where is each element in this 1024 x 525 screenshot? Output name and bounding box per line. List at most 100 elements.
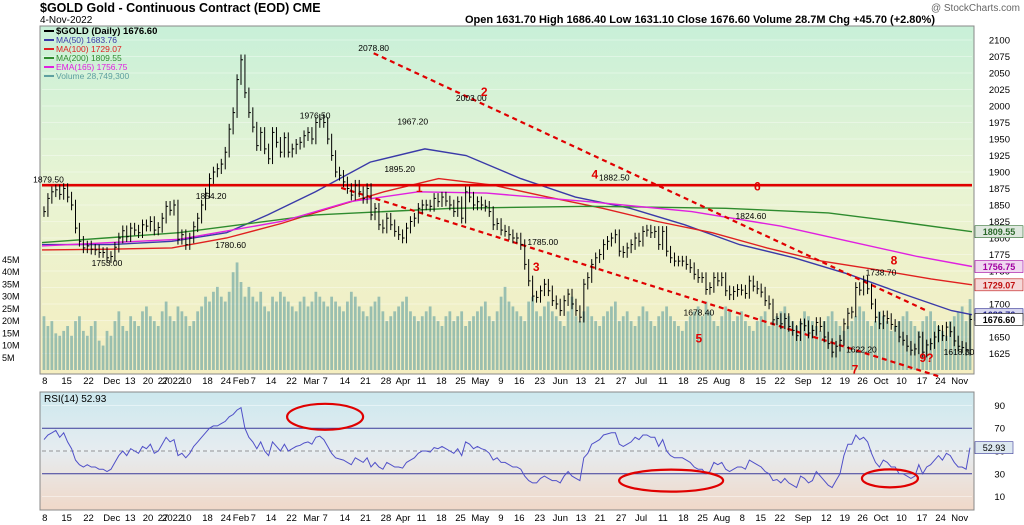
- rsi-title: RSI(14) 52.93: [44, 394, 107, 405]
- x-tick-label: 22: [775, 513, 786, 524]
- x-tick-label: 22: [775, 376, 786, 387]
- volume-bar: [491, 321, 495, 370]
- volume-bar: [665, 306, 668, 370]
- x-tick-label: 15: [755, 376, 766, 387]
- x-tick-label: 21: [595, 376, 606, 387]
- volume-tick-label: 25M: [2, 304, 20, 314]
- volume-bar: [66, 326, 69, 370]
- x-tick-label: 24: [221, 376, 232, 387]
- rsi-tick-label: 10: [994, 492, 1005, 503]
- x-tick-label: 26: [857, 376, 868, 387]
- x-tick-label: 9: [498, 513, 503, 524]
- volume-bar: [322, 301, 326, 370]
- price-tick-label: 1700: [989, 300, 1010, 311]
- x-tick-label: Nov: [951, 513, 968, 524]
- x-tick-label: 24: [935, 513, 946, 524]
- rsi-series: [43, 406, 971, 489]
- volume-bar: [330, 296, 334, 370]
- x-tick-label: 10: [896, 376, 907, 387]
- x-tick-label: 19: [840, 376, 851, 387]
- volume-bar: [775, 316, 779, 370]
- price-annotation: 1618.30: [944, 347, 975, 357]
- price-tick-label: 2050: [989, 69, 1010, 80]
- legend-entry: MA(200) 1809.55: [56, 53, 122, 63]
- volume-bar: [740, 311, 743, 370]
- volume-bar: [680, 330, 684, 370]
- volume-bar: [602, 316, 605, 370]
- x-tick-label: 10: [181, 513, 192, 524]
- overbought-ellipse: [286, 402, 365, 431]
- volume-tick-label: 20M: [2, 316, 20, 326]
- price-annotation: 1738.70: [866, 267, 897, 277]
- volume-bar: [377, 296, 381, 370]
- volume-bar: [58, 335, 62, 370]
- price-tick-label: 1900: [989, 168, 1010, 179]
- x-tick-label: 20: [143, 376, 154, 387]
- oversold-ellipse-sep: [860, 468, 920, 489]
- volume-bar: [787, 316, 791, 370]
- legend-entry: MA(50) 1683.76: [56, 35, 117, 45]
- volume-bar: [275, 301, 278, 370]
- x-tick-label: Mar: [303, 513, 319, 524]
- volume-bar: [633, 326, 637, 370]
- price-annotation: 1678.40: [683, 307, 714, 317]
- volume-bar: [523, 321, 527, 370]
- volume-bar: [235, 262, 239, 370]
- volume-bar: [448, 311, 452, 370]
- volume-bar: [511, 306, 515, 370]
- x-tick-label: 18: [436, 376, 447, 387]
- volume-bar: [495, 311, 499, 370]
- volume-bar: [854, 316, 858, 370]
- volume-bar: [574, 316, 578, 370]
- price-annotation: 1895.20: [384, 164, 415, 174]
- volume-bar: [78, 316, 81, 370]
- right-label-text: 1756.75: [983, 262, 1016, 272]
- x-tick-label: Feb: [233, 376, 249, 387]
- volume-bar: [507, 301, 511, 370]
- x-tick-label: Feb: [233, 513, 249, 524]
- volume-bar: [724, 306, 728, 370]
- volume-bar: [70, 335, 73, 370]
- x-tick-label: 14: [266, 376, 277, 387]
- x-tick-label: 16: [514, 513, 525, 524]
- volume-bar: [629, 321, 633, 370]
- volume-bar: [708, 311, 712, 370]
- volume-bar: [673, 321, 676, 370]
- x-tick-label: 28: [381, 513, 392, 524]
- volume-bar: [783, 306, 787, 370]
- x-tick-label: 15: [755, 513, 766, 524]
- volume-bar: [200, 306, 203, 370]
- ma-line-ma200: [41, 205, 973, 244]
- price-tick-label: 1850: [989, 201, 1010, 212]
- right-label-text: 1729.07: [983, 280, 1016, 290]
- volume-bar: [420, 316, 424, 370]
- x-tick-label: 2022: [162, 376, 183, 387]
- volume-bar: [405, 296, 408, 370]
- volume-bar: [759, 316, 763, 370]
- volume-bar: [389, 316, 393, 370]
- volume-tick-label: 40M: [2, 267, 20, 277]
- x-tick-label: 17: [917, 376, 928, 387]
- x-tick-label: 8: [740, 376, 745, 387]
- rsi-tick-label: 70: [994, 424, 1005, 435]
- volume-tick-label: 10M: [2, 341, 20, 351]
- volume-bar: [818, 330, 822, 370]
- volume-bar: [669, 316, 672, 370]
- volume-bar: [342, 311, 345, 370]
- volume-bar: [137, 326, 140, 370]
- volume-bar: [373, 301, 377, 370]
- wave-label: 3: [533, 260, 540, 274]
- volume-bar: [314, 291, 318, 370]
- volume-bar: [306, 306, 310, 370]
- volume-bar: [550, 311, 554, 370]
- volume-bar: [117, 311, 121, 370]
- volume-bar: [121, 326, 125, 370]
- volume-bar: [97, 340, 101, 370]
- x-tick-label: 16: [514, 376, 525, 387]
- volume-bar: [286, 301, 290, 370]
- x-tick-label: 8: [740, 513, 745, 524]
- x-tick-label: 18: [678, 513, 689, 524]
- price-panel: [39, 25, 975, 375]
- volume-bar: [263, 306, 267, 370]
